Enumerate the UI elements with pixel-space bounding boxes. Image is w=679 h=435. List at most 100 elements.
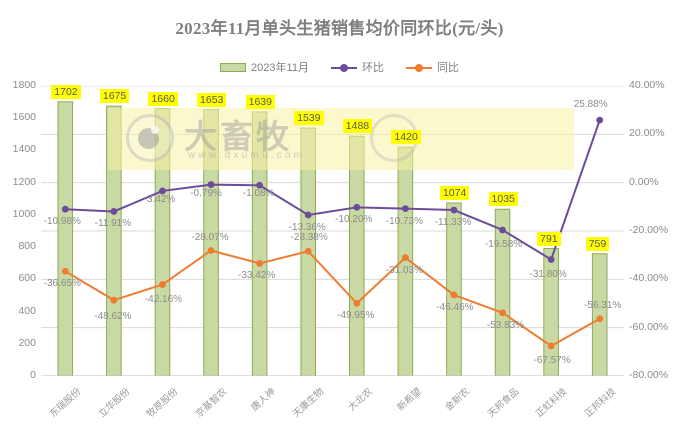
y-axis-left-tick: 800 [18, 240, 36, 253]
data-point [207, 181, 215, 188]
y-axis-left-tick: 1200 [12, 175, 36, 188]
chart-legend: 2023年11月 环比 同比 [0, 59, 679, 75]
bar-value-label: 1702 [51, 84, 81, 99]
data-point [353, 203, 361, 211]
data-point [159, 281, 166, 288]
data-point [256, 181, 264, 189]
x-axis-category-label: 京基智农 [193, 386, 230, 420]
data-point [547, 256, 555, 263]
line-point-label: -31.03% [385, 264, 423, 276]
legend-item-huanbi[interactable]: 环比 [330, 59, 384, 75]
x-axis-category-label: 金新农 [443, 386, 473, 414]
data-point [450, 291, 458, 299]
data-point [547, 342, 555, 350]
line-point-label: -10.98% [43, 216, 81, 228]
x-axis-category-label: 正邦科技 [582, 386, 619, 420]
legend-swatch-line-huanbi-icon [330, 63, 357, 72]
line-point-label: -36.65% [43, 278, 81, 290]
line-point-label: -48.62% [94, 311, 132, 323]
y-axis-right-tick: 0.00% [629, 175, 659, 188]
data-point [596, 315, 604, 323]
bar-value-label: 1488 [342, 119, 373, 134]
line-point-label: -11.91% [94, 218, 132, 230]
line-point-label: -67.57% [533, 354, 571, 366]
y-axis-left-tick: 1800 [12, 79, 36, 91]
x-axis-category-label: 大北农 [346, 386, 376, 414]
bar-value-label: 1653 [197, 92, 227, 107]
line-point-label: -33.42% [238, 270, 276, 282]
data-point [110, 208, 118, 215]
data-point [61, 205, 69, 213]
bar-value-label: 1675 [99, 89, 130, 104]
x-axis-category-label: 天康生物 [290, 386, 327, 420]
y-axis-left-tick: 600 [18, 272, 36, 285]
bar [349, 135, 365, 376]
line-series-同比 [61, 247, 604, 350]
x-axis-category-label: 唐人神 [249, 386, 278, 414]
line-point-label: -13.36% [288, 221, 326, 233]
x-axis-category-label: 牧原股份 [145, 386, 181, 420]
data-point [256, 260, 264, 267]
y-axis-left-tick: 1400 [12, 143, 36, 156]
bar [446, 202, 462, 376]
line-point-label: -42.16% [144, 293, 183, 305]
line-series-环比 [61, 116, 604, 263]
bar-value-label: 791 [537, 231, 561, 246]
data-point [499, 309, 506, 317]
line-point-label: -28.07% [191, 231, 229, 243]
y-axis-left-tick: 1000 [12, 207, 36, 220]
line-point-label: -19.58% [484, 238, 523, 250]
x-axis-category-label: 天邦食品 [485, 386, 521, 420]
y-axis-right-tick: 40.00% [629, 79, 665, 91]
y-axis-right-tick: -20.00% [629, 224, 669, 236]
bar [203, 109, 219, 376]
legend-item-bar[interactable]: 2023年11月 [220, 59, 309, 75]
x-axis-category-label: 立华股份 [96, 386, 133, 420]
data-point [61, 267, 69, 275]
bar-value-label: 1074 [439, 185, 470, 201]
legend-item-tongbi[interactable]: 同比 [405, 59, 459, 75]
bar [106, 105, 122, 376]
plot-area [41, 86, 624, 376]
data-point [450, 206, 458, 214]
y-axis-left-tick: 400 [18, 304, 36, 317]
line-point-label: 25.88% [573, 99, 608, 111]
bar-value-label: 1660 [148, 91, 178, 106]
line-point-label: -11.33% [434, 217, 472, 229]
y-axis-left-tick: 0 [30, 369, 36, 381]
legend-label-tongbi: 同比 [436, 62, 459, 74]
line-point-label: -28.38% [290, 232, 328, 244]
data-point [207, 247, 215, 254]
x-axis-category-label: 东瑞股份 [48, 386, 84, 420]
y-axis-left-tick: 200 [18, 336, 36, 349]
y-axis-left-tick: 1600 [12, 111, 36, 124]
data-point [401, 205, 409, 212]
bar [494, 208, 511, 376]
plot-svg [41, 86, 624, 376]
line-point-label: -53.83% [486, 319, 525, 331]
line-point-label: -1.08% [242, 188, 275, 200]
legend-swatch-bar-icon [220, 62, 247, 72]
line-point-label: -3.42% [143, 193, 176, 205]
line-point-label: -10.73% [385, 215, 423, 227]
data-point [304, 211, 312, 219]
bar [154, 108, 171, 376]
data-point [401, 254, 409, 262]
bar-value-label: 759 [585, 236, 610, 251]
legend-swatch-line-tongbi-icon [405, 63, 432, 72]
y-axis-right-tick: 20.00% [629, 127, 665, 140]
data-point [353, 299, 361, 307]
bar-value-label: 1639 [245, 94, 275, 109]
legend-label-huanbi: 环比 [361, 62, 384, 74]
x-axis-category-label: 正虹科技 [533, 386, 570, 420]
bar-series [57, 101, 608, 376]
bar [251, 111, 268, 376]
x-axis-category-label: 新希望 [395, 386, 424, 414]
line-point-label: -0.79% [190, 187, 222, 199]
bar [591, 253, 608, 376]
data-point [596, 116, 604, 124]
line-point-label: -46.46% [436, 301, 474, 313]
bar-value-label: 1539 [294, 111, 324, 126]
legend-label-bar: 2023年11月 [251, 62, 309, 74]
